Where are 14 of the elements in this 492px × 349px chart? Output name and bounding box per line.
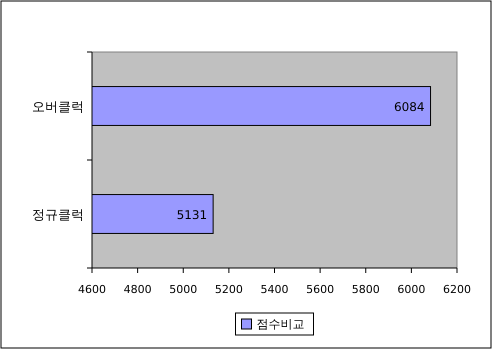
x-tick-label: 6200 (443, 283, 471, 296)
x-tick-label: 4800 (124, 283, 152, 296)
x-tick-label: 5800 (352, 283, 380, 296)
x-tick-label: 5200 (214, 283, 243, 296)
x-tick-label: 5000 (169, 283, 198, 296)
x-tick-label: 6000 (397, 283, 426, 296)
y-tick-label: 정규클럭 (32, 208, 84, 223)
data-label: 5131 (176, 208, 208, 222)
data-label: 6084 (394, 100, 425, 114)
x-tick-label: 5600 (306, 283, 334, 296)
y-tick-label: 오버클럭 (32, 100, 84, 115)
x-tick-label: 5400 (260, 283, 288, 296)
legend-label: 점수비교 (256, 317, 304, 331)
x-tick-label: 4600 (78, 283, 106, 296)
